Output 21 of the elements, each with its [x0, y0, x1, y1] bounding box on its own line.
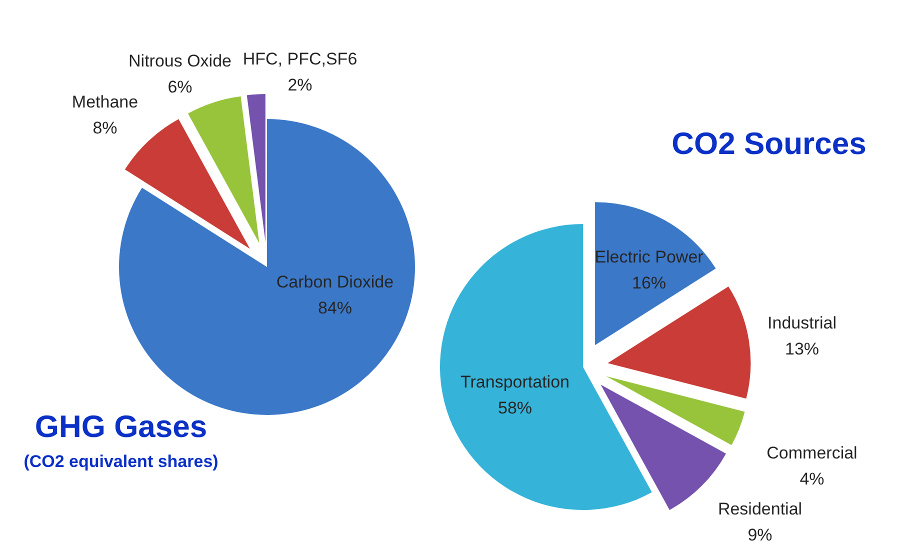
data-label: 4%	[800, 470, 824, 489]
text: GHG Gases	[34, 409, 208, 444]
slice-label: Transportation	[460, 372, 570, 392]
slice-label: Carbon Dioxide	[276, 272, 394, 292]
slice-label: Residential	[718, 500, 802, 519]
data-label: 6%	[168, 78, 192, 97]
slice-label: Industrial	[768, 314, 836, 333]
slice-label: Nitrous Oxide	[128, 52, 232, 71]
data-label: 16%	[632, 274, 666, 293]
text: (CO2 equivalent shares)	[22, 452, 220, 471]
data-label: 9%	[748, 526, 772, 545]
slice-label: HFC, PFC,SF6	[242, 50, 358, 69]
chart-title: CO2 Sources	[670, 126, 868, 161]
data-label: 2%	[288, 76, 312, 95]
slice-label: Commercial	[766, 444, 858, 463]
slice-label: Electric Power	[594, 248, 704, 267]
data-label: 58%	[498, 398, 532, 418]
data-label: 8%	[92, 118, 118, 138]
data-label: 13%	[784, 340, 820, 359]
data-label: 84%	[318, 298, 352, 318]
slice-label: Methane	[72, 92, 138, 112]
